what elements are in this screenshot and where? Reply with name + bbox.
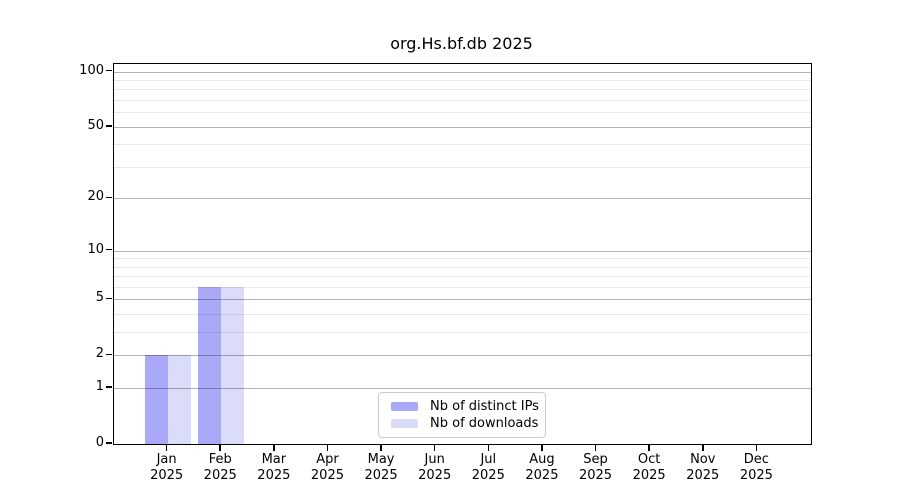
major-gridline-20 — [114, 198, 811, 200]
y-tick-20 — [106, 196, 112, 199]
x-tick-label-month: Mar — [261, 452, 287, 467]
y-tick-label-100: 100 — [79, 62, 104, 78]
y-tick-label-5: 5 — [95, 290, 104, 306]
x-tick-label-year: 2025 — [364, 468, 398, 483]
x-tick-label-year: 2025 — [471, 468, 505, 483]
y-tick-10 — [106, 248, 112, 251]
x-tick-label-month: Nov — [690, 452, 716, 467]
x-tick-apr — [326, 444, 329, 451]
minor-gridline-70 — [114, 100, 811, 102]
y-tick-5 — [106, 297, 112, 300]
x-tick-label-month: Jan — [156, 452, 177, 467]
y-tick-label-20: 20 — [87, 189, 104, 205]
y-tick-label-2: 2 — [95, 346, 104, 362]
y-tick-label-10: 10 — [87, 241, 104, 257]
x-tick-label-jun: Jun 2025 — [403, 452, 467, 484]
x-tick-label-month: Aug — [529, 452, 555, 467]
minor-gridline-9 — [114, 258, 811, 260]
x-tick-oct — [648, 444, 650, 451]
x-tick-label-year: 2025 — [525, 468, 559, 483]
y-tick-0 — [106, 442, 112, 444]
x-tick-jun — [433, 444, 436, 451]
x-tick-label-year: 2025 — [739, 468, 773, 483]
x-tick-label-year: 2025 — [203, 468, 237, 483]
x-tick-dec — [755, 444, 758, 451]
x-tick-label-year: 2025 — [150, 468, 184, 483]
legend-label-distinct-ips: Nb of distinct IPs — [430, 399, 539, 414]
x-tick-label-year: 2025 — [686, 468, 720, 483]
minor-gridline-7 — [114, 276, 811, 278]
x-tick-jan — [165, 444, 168, 451]
x-tick-label-jan: Jan 2025 — [135, 452, 199, 484]
x-tick-label-month: Jun — [424, 452, 445, 467]
x-tick-label-year: 2025 — [418, 468, 452, 483]
bar-nb-of-distinct-ips-jan — [144, 355, 168, 444]
minor-gridline-90 — [114, 80, 811, 82]
y-tick-100 — [106, 69, 112, 72]
x-tick-label-dec: Dec 2025 — [724, 452, 788, 484]
x-tick-label-month: May — [367, 452, 395, 467]
plot-area: Nb of distinct IPs Nb of downloads — [113, 63, 812, 445]
minor-gridline-30 — [114, 166, 811, 168]
major-gridline-50 — [114, 126, 811, 128]
x-tick-label-oct: Oct 2025 — [617, 452, 681, 484]
minor-gridline-80 — [114, 89, 811, 91]
x-tick-label-jul: Jul 2025 — [456, 452, 520, 484]
x-tick-label-month: Apr — [316, 452, 339, 467]
x-tick-aug — [541, 444, 543, 451]
legend-swatch-downloads-icon — [391, 419, 418, 428]
x-tick-label-year: 2025 — [310, 468, 344, 483]
legend-item-downloads: Nb of downloads — [387, 415, 539, 432]
x-tick-nov — [702, 444, 704, 451]
y-tick-label-1: 1 — [95, 379, 104, 395]
minor-gridline-40 — [114, 144, 811, 146]
y-tick-label-0: 0 — [95, 435, 104, 450]
legend-item-distinct-ips: Nb of distinct IPs — [387, 398, 539, 415]
x-tick-jul — [487, 444, 490, 451]
x-tick-label-month: Feb — [208, 452, 232, 467]
x-tick-label-year: 2025 — [632, 468, 666, 483]
x-tick-label-month: Dec — [743, 452, 769, 467]
bar-nb-of-distinct-ips-feb — [198, 286, 222, 444]
y-tick-label-50: 50 — [87, 117, 104, 133]
x-tick-label-month: Sep — [583, 452, 608, 467]
x-tick-label-aug: Aug 2025 — [510, 452, 574, 484]
x-tick-sep — [594, 444, 597, 451]
minor-gridline-8 — [114, 266, 811, 268]
major-gridline-100 — [114, 71, 811, 73]
major-gridline-10 — [114, 250, 811, 252]
legend: Nb of distinct IPs Nb of downloads — [378, 392, 546, 438]
chart-title: org.Hs.bf.db 2025 — [390, 34, 533, 53]
y-tick-50 — [106, 125, 112, 127]
x-tick-label-month: Oct — [637, 452, 661, 467]
x-tick-feb — [219, 444, 221, 451]
bar-nb-of-downloads-feb — [221, 286, 245, 444]
bar-nb-of-downloads-jan — [167, 355, 191, 444]
x-tick-label-may: May 2025 — [349, 452, 413, 484]
legend-label-downloads: Nb of downloads — [430, 416, 539, 431]
x-tick-label-month: Jul — [480, 452, 497, 467]
x-tick-label-year: 2025 — [578, 468, 613, 483]
x-tick-label-mar: Mar 2025 — [242, 452, 306, 484]
x-tick-may — [380, 444, 382, 451]
x-tick-label-feb: Feb 2025 — [188, 452, 252, 484]
legend-swatch-distinct-ips-icon — [391, 402, 418, 411]
y-tick-1 — [106, 386, 112, 388]
y-tick-2 — [106, 353, 112, 356]
x-tick-mar — [273, 444, 275, 451]
minor-gridline-60 — [114, 112, 811, 114]
x-tick-label-nov: Nov 2025 — [671, 452, 735, 484]
x-tick-label-sep: Sep 2025 — [564, 452, 628, 484]
x-tick-label-year: 2025 — [257, 468, 291, 483]
x-tick-label-apr: Apr 2025 — [295, 452, 359, 484]
